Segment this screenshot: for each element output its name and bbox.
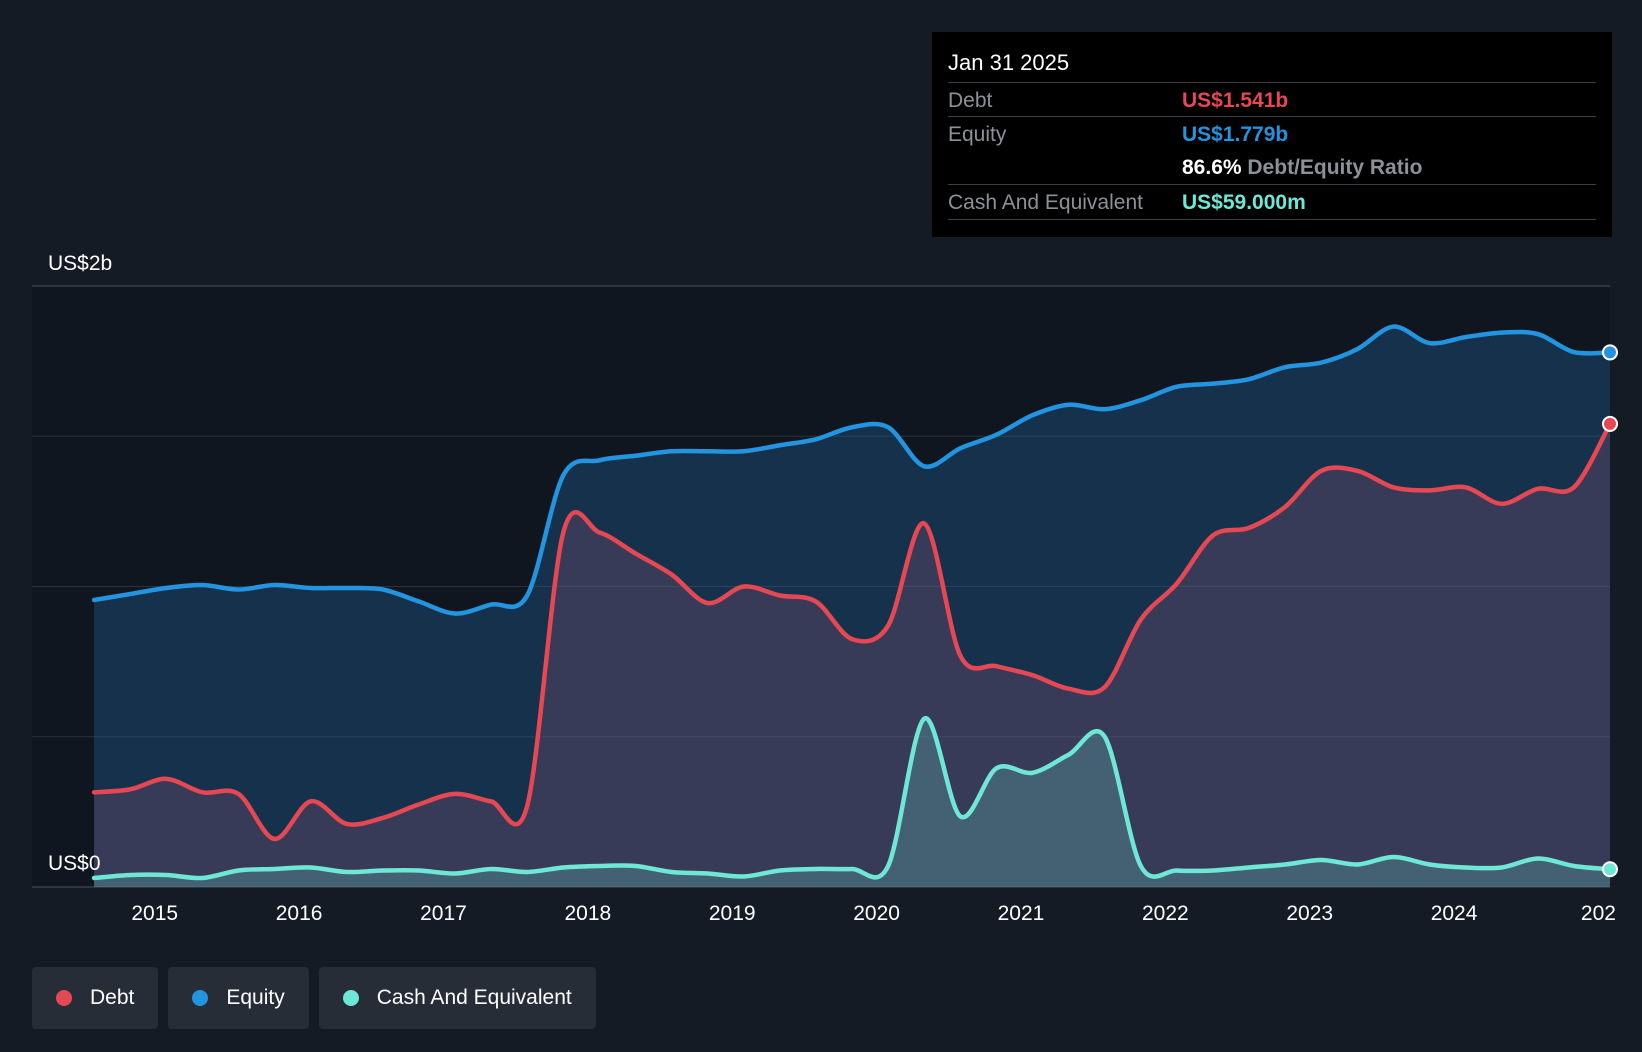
x-tick-label: 2019 <box>709 902 756 925</box>
equity-line <box>91 324 1613 616</box>
cash-line <box>91 716 1613 881</box>
legend-label-equity: Equity <box>226 986 285 1009</box>
y-axis-top-label: US$2b <box>48 252 112 275</box>
tooltip-ratio: 86.6% Debt/Equity Ratio <box>1182 156 1422 180</box>
equity-end-marker <box>1602 344 1618 361</box>
legend: Debt Equity Cash And Equivalent <box>32 967 596 1029</box>
tooltip-debt-value: US$1.541b <box>1182 89 1289 112</box>
x-tick-label: 2021 <box>998 902 1045 925</box>
tooltip-date: Jan 31 2025 <box>948 50 1070 75</box>
x-tick-label: 2020 <box>853 902 900 925</box>
x-tick-label: 2017 <box>420 902 467 925</box>
tooltip-cash-label: Cash And Equivalent <box>948 191 1143 214</box>
tooltip-ratio-label: Debt/Equity Ratio <box>1247 156 1423 179</box>
tooltip-cash-value: US$59.000m <box>1182 191 1306 214</box>
legend-item-debt[interactable]: Debt <box>32 967 159 1029</box>
tooltip-row-ratio: 86.6% Debt/Equity Ratio <box>948 150 1596 184</box>
debt-line <box>91 421 1613 842</box>
tooltip-equity-value: US$1.779b <box>1182 123 1289 146</box>
legend-label-debt: Debt <box>90 986 135 1009</box>
tooltip-row-debt: Debt US$1.541b <box>948 82 1596 117</box>
x-tick-label: 2016 <box>276 902 323 925</box>
tooltip-row-equity: Equity US$1.779b <box>948 116 1596 151</box>
x-tick-label: 2015 <box>131 902 178 925</box>
y-axis-bottom-label: US$0 <box>48 852 101 875</box>
x-tick-label: 2018 <box>564 902 611 925</box>
tooltip-debt-label: Debt <box>948 89 993 112</box>
tooltip-equity-label: Equity <box>948 123 1007 146</box>
cash-end-marker <box>1602 861 1618 878</box>
tooltip-row-cash: Cash And Equivalent US$59.000m <box>948 184 1596 220</box>
legend-item-cash[interactable]: Cash And Equivalent <box>318 967 596 1029</box>
legend-label-cash: Cash And Equivalent <box>376 986 572 1009</box>
tooltip-ratio-value: 86.6% <box>1182 156 1242 179</box>
debt-end-marker <box>1602 415 1618 432</box>
x-tick-label: 2022 <box>1142 902 1189 925</box>
legend-dot-debt <box>56 990 72 1006</box>
x-tick-label: 2024 <box>1431 902 1478 925</box>
debt-area <box>94 423 1610 887</box>
x-tick-label: 202 <box>1581 902 1616 925</box>
legend-dot-equity <box>192 990 209 1006</box>
tooltip-panel: Jan 31 2025 Debt US$1.541b Equity US$1.7… <box>932 32 1612 237</box>
equity-area <box>94 326 1610 887</box>
x-tick-label: 2023 <box>1286 902 1333 925</box>
legend-dot-cash <box>342 990 359 1006</box>
legend-item-equity[interactable]: Equity <box>168 967 309 1029</box>
